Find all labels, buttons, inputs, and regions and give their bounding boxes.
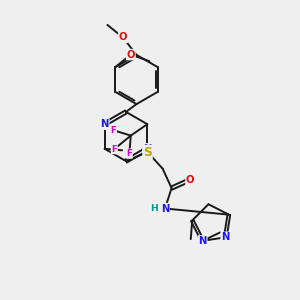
Text: N: N bbox=[161, 203, 169, 214]
Text: F: F bbox=[126, 149, 132, 158]
Text: O: O bbox=[119, 32, 127, 43]
Text: N: N bbox=[199, 236, 207, 246]
Text: N: N bbox=[100, 119, 109, 129]
Text: O: O bbox=[186, 175, 194, 185]
Text: S: S bbox=[143, 146, 152, 159]
Text: F: F bbox=[111, 145, 117, 154]
Text: H: H bbox=[150, 204, 158, 213]
Text: N: N bbox=[143, 144, 152, 154]
Text: O: O bbox=[127, 50, 135, 60]
Text: F: F bbox=[110, 126, 116, 135]
Text: N: N bbox=[221, 232, 230, 242]
